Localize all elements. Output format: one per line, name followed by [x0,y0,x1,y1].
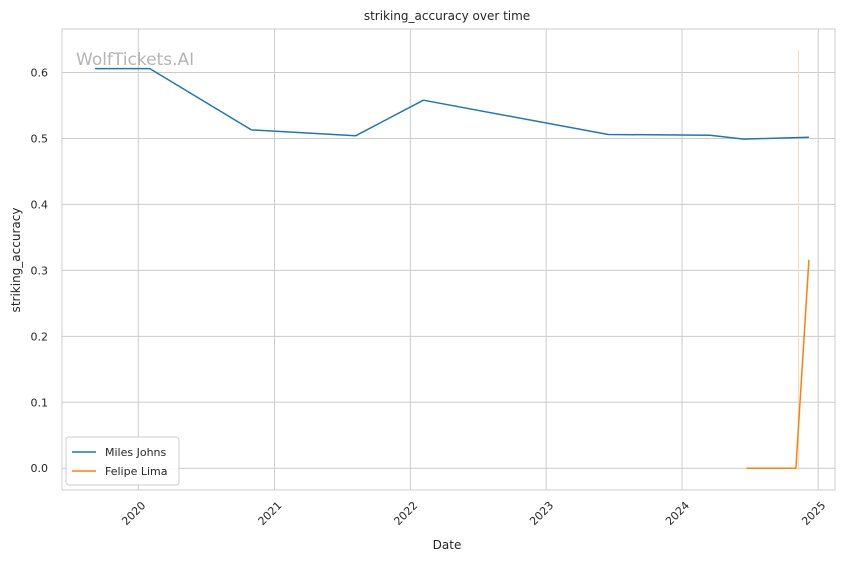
series-line-miles-johns [95,67,809,140]
legend-label-felipe-lima: Felipe Lima [105,465,168,478]
y-tick-label: 0.3 [31,264,49,277]
plot-area-border [61,28,836,491]
watermark: WolfTickets.AI [76,50,194,70]
series-lines [95,67,810,469]
y-tick-label: 0.0 [31,462,49,475]
legend-label-miles-johns: Miles Johns [105,446,167,459]
grid [62,29,835,490]
y-tick-labels: 0.0 0.1 0.2 0.3 0.4 0.5 0.6 [31,67,49,476]
chart-title: striking_accuracy over time [364,9,530,23]
y-tick-label: 0.2 [31,330,49,343]
legend: Miles Johns Felipe Lima [65,436,180,486]
y-tick-label: 0.6 [31,67,49,80]
y-axis-label: striking_accuracy [9,208,23,313]
y-tick-label: 0.4 [31,198,49,211]
legend-box [65,436,180,486]
series-line-felipe-lima [746,259,810,469]
x-axis-label: Date [433,538,462,552]
y-tick-label: 0.5 [31,132,49,145]
y-tick-label: 0.1 [31,396,49,409]
